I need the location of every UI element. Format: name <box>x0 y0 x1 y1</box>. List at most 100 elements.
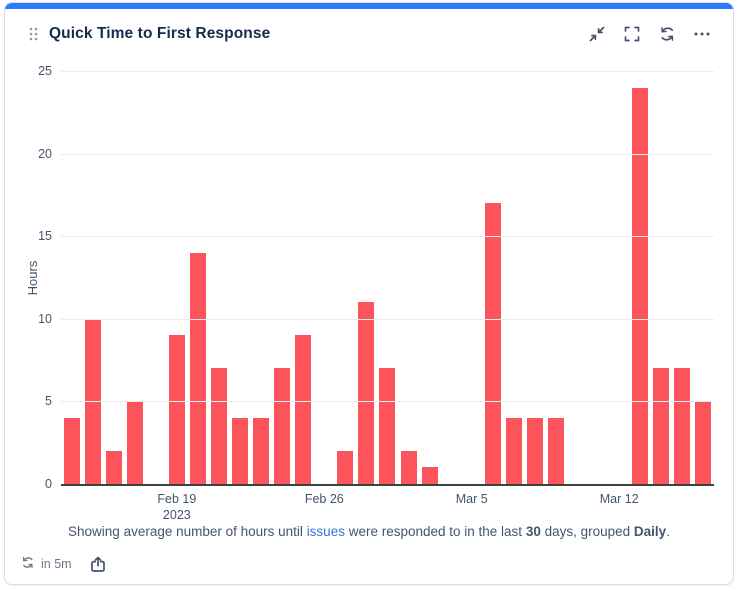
auto-refresh-status: in 5m <box>21 556 72 572</box>
bar-mar-14[interactable] <box>653 368 670 484</box>
bars-container <box>61 71 714 484</box>
fullscreen-brackets-icon <box>624 26 640 42</box>
x-tick-label: Mar 12 <box>599 492 639 506</box>
bar-chart: Hours 0 5 10 15 20 25 Feb 19 2023 Feb 26 Mar 5 Mar… <box>26 64 714 522</box>
bar-mar-15[interactable] <box>674 368 691 484</box>
gridline <box>61 236 714 238</box>
x-tick-label: Mar 5 <box>455 492 488 506</box>
bar-mar-13[interactable] <box>632 87 649 484</box>
bar-slot <box>103 71 124 484</box>
bar-slot <box>208 71 229 484</box>
gadget-card: Quick Time to First Response <box>4 2 734 585</box>
y-tick-label: 15 <box>38 229 52 244</box>
caption-text: 30 <box>525 524 541 539</box>
y-tick-label: 25 <box>38 64 52 78</box>
bar-slot <box>419 71 440 484</box>
x-tick-label: Feb 26 <box>304 492 344 506</box>
bar-feb-27[interactable] <box>337 450 354 484</box>
bar-slot <box>398 71 419 484</box>
y-tick-label: 10 <box>38 311 52 326</box>
bar-slot <box>377 71 398 484</box>
bar-slot <box>335 71 356 484</box>
bar-feb-16[interactable] <box>105 450 122 484</box>
bar-slot <box>166 71 187 484</box>
bar-slot <box>609 71 630 484</box>
bar-mar-8[interactable] <box>526 417 543 484</box>
ellipsis-icon <box>694 32 710 36</box>
bar-slot <box>545 71 566 484</box>
bar-slot <box>630 71 651 484</box>
y-tick-label: 0 <box>45 477 52 491</box>
bar-mar-3[interactable] <box>421 467 438 484</box>
gridline <box>61 71 714 72</box>
x-tick-label: Feb 19 2023 <box>157 492 197 522</box>
caption-text: Daily <box>633 524 667 539</box>
fullscreen-button[interactable] <box>621 23 643 45</box>
bar-mar-7[interactable] <box>505 417 522 484</box>
bar-slot <box>293 71 314 484</box>
bar-feb-21[interactable] <box>210 368 227 484</box>
drag-handle-icon[interactable] <box>29 26 38 42</box>
bar-feb-25[interactable] <box>295 335 312 484</box>
bar-feb-17[interactable] <box>126 401 143 484</box>
refresh-countdown-icon <box>21 556 35 572</box>
bar-slot <box>567 71 588 484</box>
refresh-button[interactable] <box>656 23 678 45</box>
bar-slot <box>251 71 272 484</box>
bar-slot <box>503 71 524 484</box>
share-export-icon <box>90 556 106 573</box>
bar-slot <box>187 71 208 484</box>
bar-mar-9[interactable] <box>547 417 564 484</box>
minimize-button[interactable] <box>586 23 608 45</box>
bar-mar-1[interactable] <box>379 368 396 484</box>
gadget-title: Quick Time to First Response <box>49 25 271 42</box>
y-tick-label: 20 <box>38 146 52 161</box>
caption-text: Showing average number of hours until <box>68 524 307 539</box>
gadget-header: Quick Time to First Response <box>5 9 733 46</box>
bar-slot <box>356 71 377 484</box>
header-actions <box>586 23 713 45</box>
bar-slot <box>693 71 714 484</box>
bar-feb-19[interactable] <box>168 335 185 484</box>
bar-slot <box>440 71 461 484</box>
caption-text: days, grouped <box>540 524 634 539</box>
refresh-countdown-text: in 5m <box>41 557 72 571</box>
caption-issues-link[interactable]: issues <box>306 524 345 539</box>
bar-feb-24[interactable] <box>274 368 291 484</box>
collapse-arrows-icon <box>589 26 605 42</box>
more-options-button[interactable] <box>691 23 713 45</box>
bar-feb-28[interactable] <box>358 302 375 484</box>
bar-feb-14[interactable] <box>63 417 80 484</box>
bar-slot <box>145 71 166 484</box>
bar-mar-16[interactable] <box>695 401 712 484</box>
bar-slot <box>61 71 82 484</box>
caption-text: were responded to in the last <box>344 524 526 539</box>
y-axis-label: Hours <box>25 260 41 295</box>
bar-slot <box>461 71 482 484</box>
bar-slot <box>482 71 503 484</box>
bar-slot <box>124 71 145 484</box>
bar-mar-6[interactable] <box>484 203 501 484</box>
refresh-arrows-icon <box>659 26 676 42</box>
bar-slot <box>272 71 293 484</box>
bar-mar-2[interactable] <box>400 450 417 484</box>
bar-slot <box>524 71 545 484</box>
bar-feb-20[interactable] <box>189 252 206 484</box>
bar-slot <box>82 71 103 484</box>
share-button[interactable] <box>87 553 109 575</box>
gridline <box>61 318 714 320</box>
bar-slot <box>314 71 335 484</box>
x-tick-sublabel: 2023 <box>162 507 191 522</box>
card-accent-bar <box>5 3 733 9</box>
chart-caption: Showing average number of hours until is… <box>5 524 733 539</box>
gridline <box>61 401 714 403</box>
bar-slot <box>230 71 251 484</box>
bar-feb-22[interactable] <box>232 417 249 484</box>
bar-slot <box>672 71 693 484</box>
bar-slot <box>588 71 609 484</box>
gadget-footer: in 5m <box>5 539 733 575</box>
caption-text: . <box>666 524 670 539</box>
bar-feb-23[interactable] <box>253 417 270 484</box>
bar-slot <box>651 71 672 484</box>
gridline <box>61 153 714 155</box>
